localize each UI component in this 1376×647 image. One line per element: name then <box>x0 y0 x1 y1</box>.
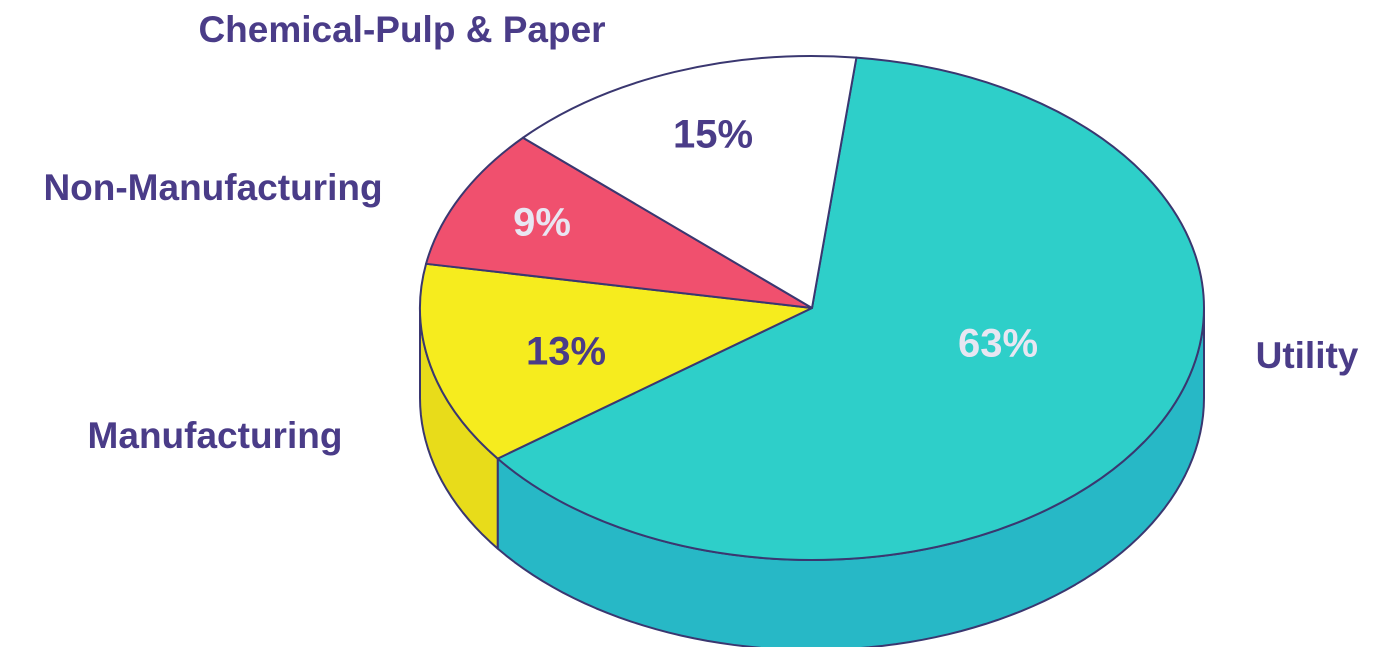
pie-slice-non-manufacturing <box>425 136 813 309</box>
value-label-utility: 63% <box>958 322 1038 366</box>
category-label-chemical-pulp-paper: Chemical-Pulp & Paper <box>198 9 605 50</box>
category-label-utility: Utility <box>1256 335 1359 376</box>
category-label-manufacturing: Manufacturing <box>88 415 343 456</box>
pie-slices <box>419 55 1205 561</box>
value-label-manufacturing: 13% <box>526 330 606 374</box>
category-label-non-manufacturing: Non-Manufacturing <box>43 167 382 208</box>
pie-slice-utility <box>496 56 1205 561</box>
value-label-non-manufacturing: 9% <box>513 201 571 245</box>
value-label-chemical-pulp-paper: 15% <box>673 113 753 157</box>
pie-slice-manufacturing <box>419 262 813 460</box>
pie-slice-chemical-pulp-paper <box>521 55 858 309</box>
pie-labels: 63% 13% 9% 15% Utility Manufacturing Non-Manuf… <box>43 9 1358 456</box>
